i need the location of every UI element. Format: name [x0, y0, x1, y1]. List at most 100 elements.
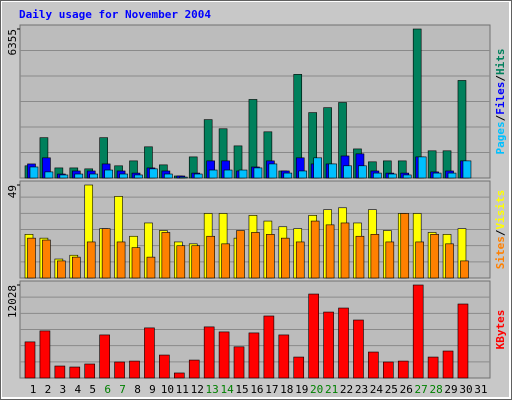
x-tick-label: 10 [161, 383, 174, 396]
bar [278, 334, 290, 379]
x-tick-label: 9 [149, 383, 156, 396]
bar [99, 334, 110, 379]
bar [417, 156, 427, 179]
legend-entry: Visits [494, 190, 507, 230]
x-tick-label: 31 [474, 383, 487, 396]
x-tick-label: 6 [104, 383, 111, 396]
bar [328, 163, 337, 179]
bar [308, 293, 319, 379]
bar [176, 245, 186, 279]
bar [283, 172, 293, 179]
x-tick-label: 22 [340, 383, 353, 396]
x-tick-label: 25 [385, 383, 398, 396]
x-tick-label: 13 [206, 383, 219, 396]
bar [39, 330, 51, 379]
x-tick-label: 4 [74, 383, 81, 396]
bar [388, 173, 397, 179]
x-tick-label: 29 [444, 383, 457, 396]
x-tick-label: 19 [295, 383, 308, 396]
x-tick-label: 12 [191, 383, 204, 396]
bar [338, 307, 349, 379]
bar [116, 241, 126, 279]
bar [447, 172, 457, 179]
bar [134, 174, 143, 179]
x-tick-label: 23 [355, 383, 368, 396]
bar [415, 241, 424, 279]
bar [86, 241, 96, 279]
bar [129, 360, 140, 379]
bar [218, 331, 230, 379]
bar [340, 222, 350, 279]
x-tick-label: 15 [235, 383, 248, 396]
x-tick-label: 1 [30, 383, 37, 396]
bar [397, 360, 409, 379]
bar [251, 232, 260, 279]
x-tick-label: 14 [220, 383, 234, 396]
bar [161, 232, 171, 279]
legend-entry: Files [494, 82, 507, 115]
bar [191, 245, 201, 279]
bar [412, 284, 424, 379]
bar [193, 173, 203, 179]
bar [355, 235, 365, 279]
y-max-label: 6355 [6, 29, 19, 56]
x-tick-label: 11 [176, 383, 189, 396]
bar [42, 239, 51, 279]
bar [427, 356, 439, 379]
x-tick-label: 8 [134, 383, 141, 396]
bar [358, 165, 367, 179]
bar [44, 171, 54, 179]
bar [104, 169, 113, 179]
bar [131, 247, 141, 279]
bar [430, 234, 439, 279]
bar [373, 172, 382, 179]
bar [164, 173, 173, 179]
bar [325, 224, 335, 279]
x-tick-label: 18 [280, 383, 293, 396]
y-max-label: 12028 [6, 285, 19, 318]
bar [268, 163, 278, 179]
bar [402, 174, 412, 179]
legend: KBytes [494, 310, 507, 350]
x-tick-label: 17 [265, 383, 278, 396]
bar [313, 157, 322, 179]
bar [27, 237, 36, 279]
bar [74, 173, 84, 179]
bar [281, 237, 290, 279]
bar [149, 168, 158, 179]
bar [24, 341, 36, 379]
bar [253, 167, 263, 179]
bar [203, 326, 215, 379]
bar [174, 372, 185, 379]
legend-separator: / [494, 114, 507, 121]
bar [368, 351, 379, 379]
bar [208, 169, 218, 179]
x-tick-label: 30 [459, 383, 472, 396]
bar [71, 256, 81, 279]
bar [159, 354, 170, 379]
bar [221, 243, 230, 279]
bar [114, 361, 125, 379]
bar [323, 311, 334, 379]
bar [298, 170, 308, 179]
bar [59, 174, 69, 179]
legend-separator: / [494, 229, 507, 236]
bar [432, 172, 442, 179]
bar [238, 169, 248, 179]
bar [462, 160, 472, 179]
bar [146, 256, 156, 279]
bar [383, 361, 394, 379]
bar [119, 173, 128, 179]
bar [445, 243, 454, 279]
bar [310, 220, 320, 279]
y-max-label: 49 [6, 185, 19, 198]
bar [460, 260, 469, 279]
bar [385, 241, 395, 279]
bar [84, 363, 96, 379]
x-tick-label: 5 [89, 383, 96, 396]
legend-entry: Sites [494, 236, 507, 269]
bar [442, 350, 454, 379]
x-tick-label: 7 [119, 383, 126, 396]
legend: Sites/Visits [494, 190, 507, 270]
